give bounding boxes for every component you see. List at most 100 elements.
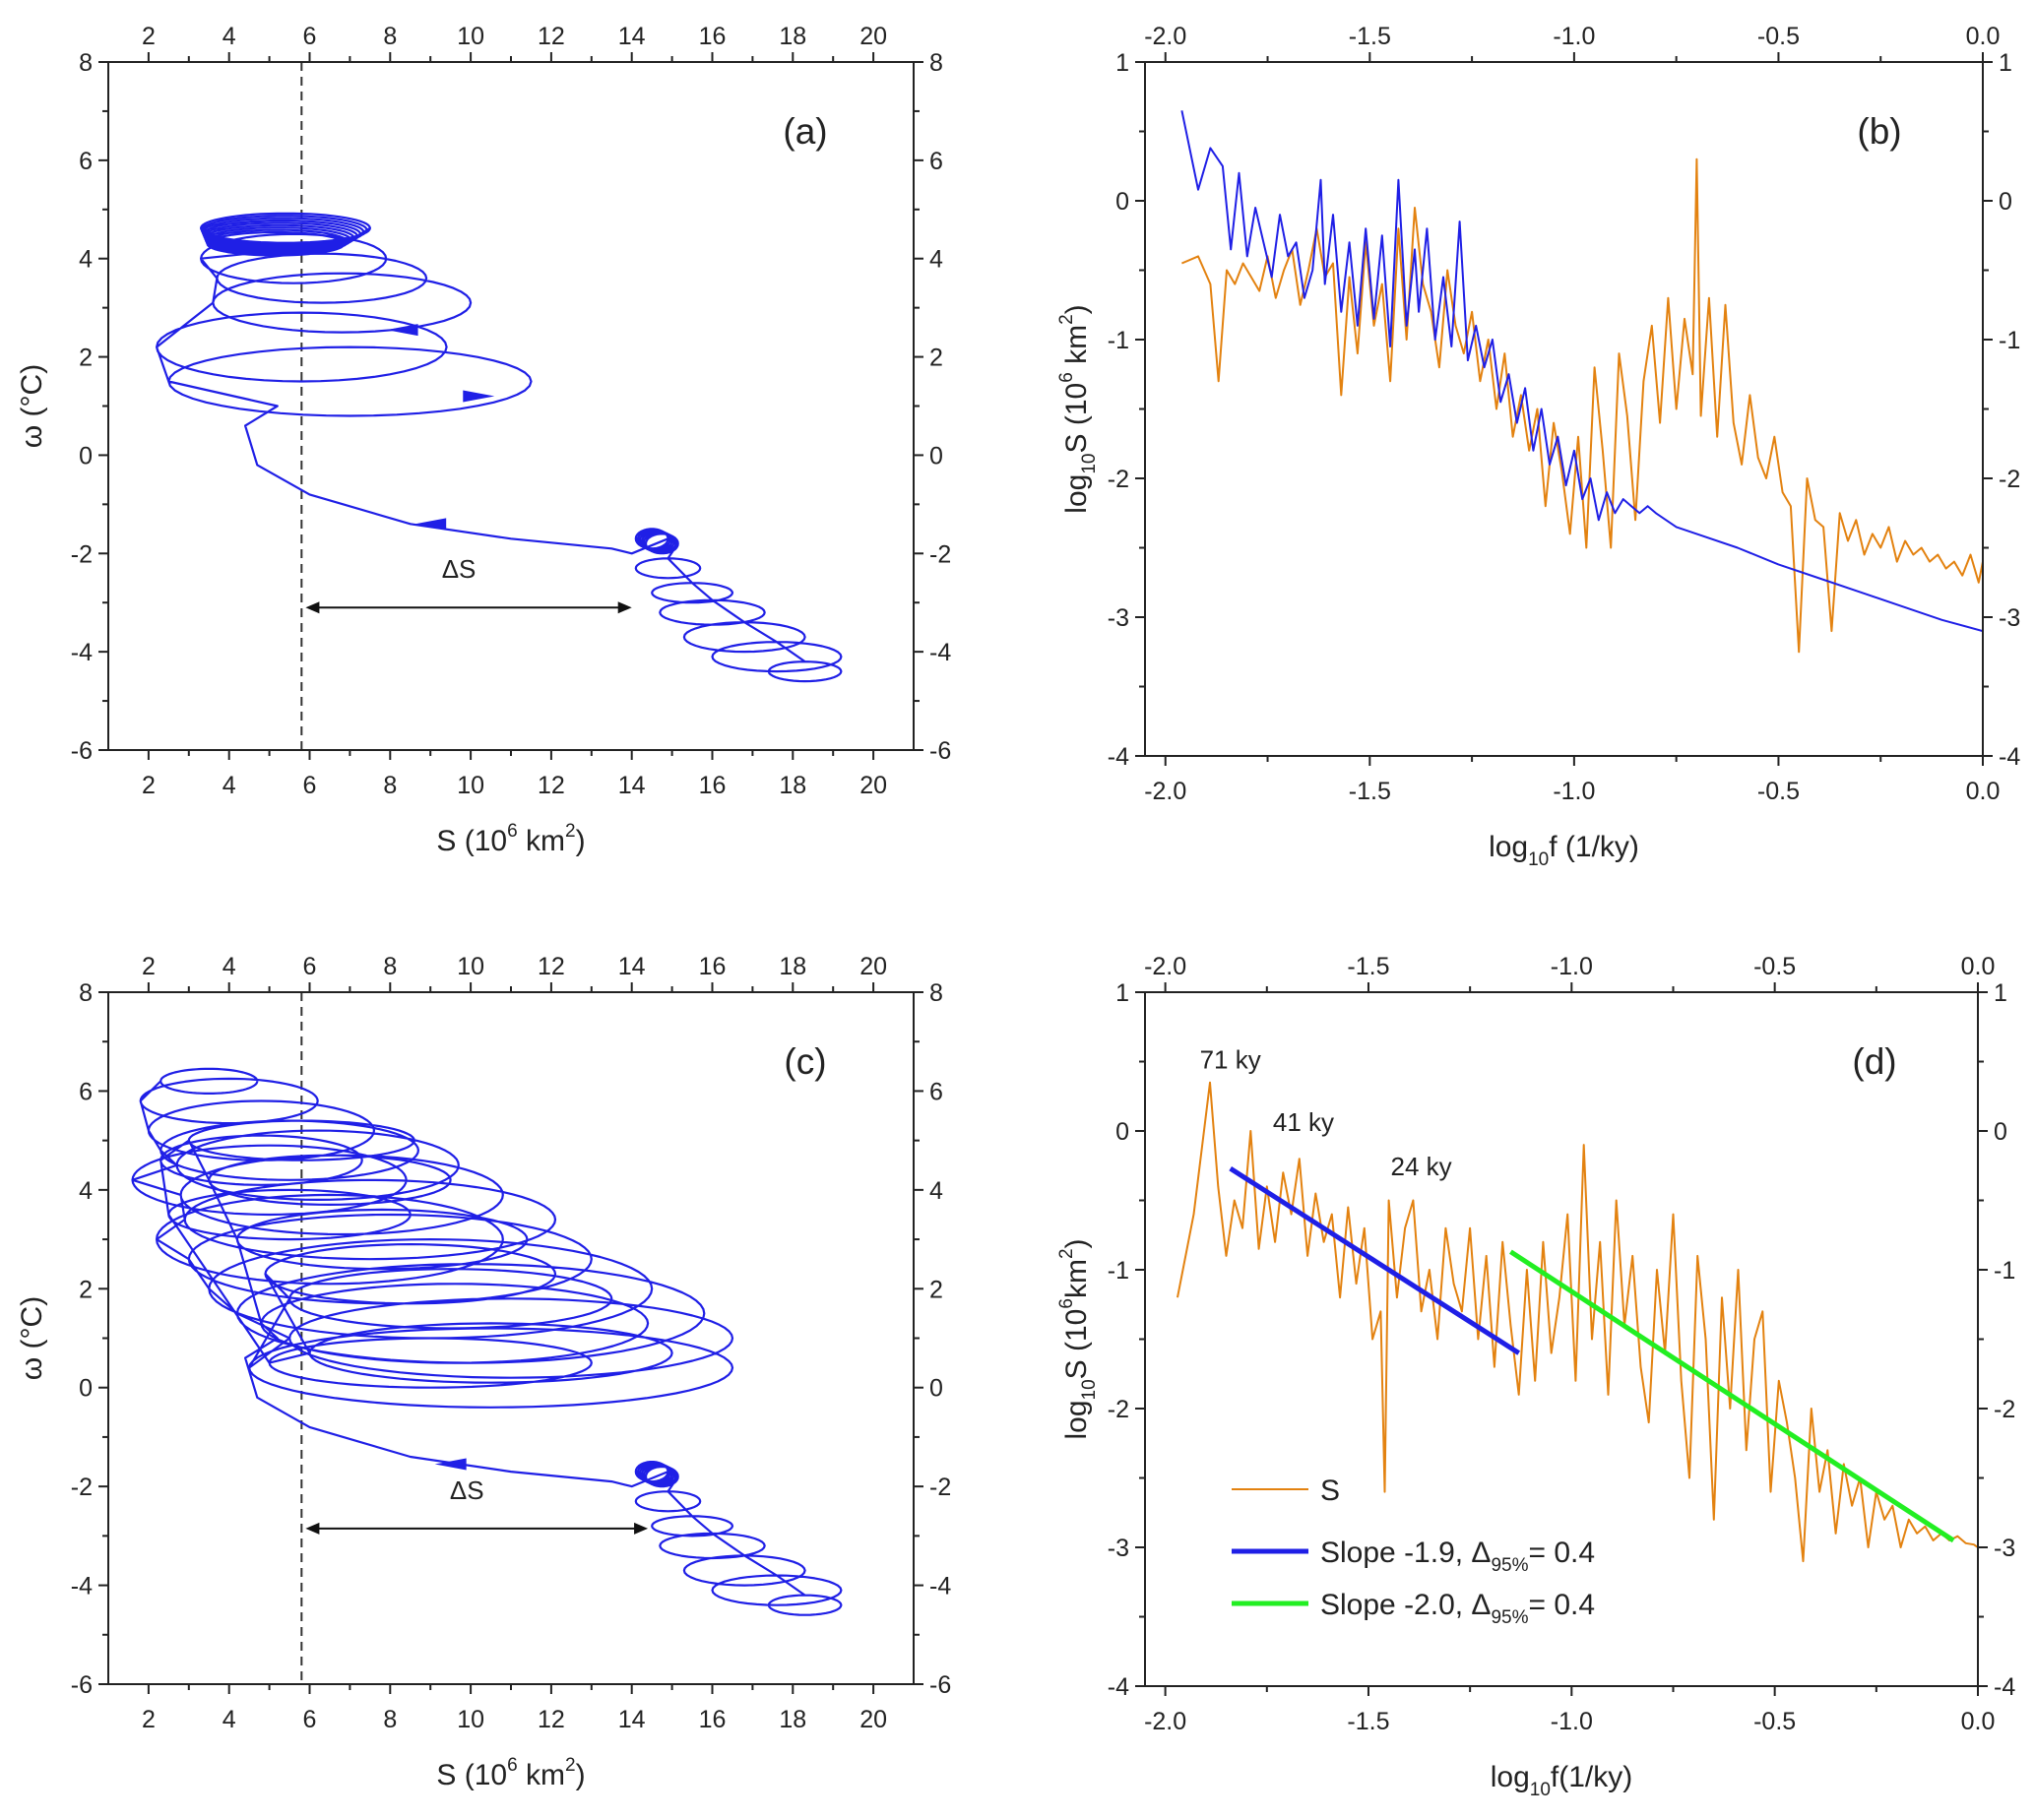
x-tick-label-bottom: 4	[223, 1706, 236, 1733]
y-tick-label-left: -4	[71, 639, 93, 666]
x-tick-label-bottom: 6	[303, 1706, 317, 1733]
y-tick-label-right: -4	[929, 1573, 951, 1600]
x-tick-label-bottom: 12	[538, 772, 565, 799]
y-axis-label: ω (°C)	[16, 1296, 48, 1380]
x-tick-label-bottom: 10	[457, 772, 484, 799]
x-tick-label-top: 8	[383, 953, 397, 980]
y-tick-label-left: 4	[79, 246, 93, 274]
delta-s-arrowhead-right	[617, 601, 632, 614]
y-tick-label-right: 0	[1999, 188, 2012, 216]
delta-s-arrowhead-left	[305, 1522, 320, 1535]
panel-label: (c)	[784, 1041, 826, 1082]
y-tick-label-left: 0	[79, 1375, 93, 1403]
y-tick-label-left: -4	[71, 1573, 93, 1600]
delta-s-arrowhead-left	[305, 601, 320, 614]
y-tick-label-right: 6	[929, 1078, 943, 1105]
direction-arrowhead	[414, 518, 447, 531]
x-tick-label-bottom: 10	[457, 1706, 484, 1733]
x-tick-label-bottom: 16	[699, 772, 727, 799]
panel-label: (a)	[783, 111, 827, 152]
x-tick-label-top: 12	[538, 953, 565, 980]
x-tick-label-bottom: 14	[618, 1706, 646, 1733]
x-tick-label-top: 20	[859, 953, 887, 980]
x-tick-label-top: 16	[699, 953, 727, 980]
x-tick-label-bottom: 0.0	[1966, 778, 2001, 805]
x-tick-label-top: 18	[779, 953, 806, 980]
y-tick-label-right: -4	[929, 639, 951, 666]
y-tick-label-left: -1	[1108, 327, 1129, 354]
x-tick-label-top: 12	[538, 23, 565, 50]
peak-annotation: 71 ky	[1200, 1045, 1261, 1075]
x-tick-label-top: 18	[779, 23, 806, 50]
y-tick-label-left: 2	[79, 1276, 93, 1303]
x-tick-label-bottom: 0.0	[1961, 1708, 1996, 1735]
direction-arrowhead	[463, 390, 495, 403]
y-tick-label-right: -2	[1999, 466, 2020, 493]
y-tick-label-left: 0	[79, 442, 93, 470]
y-axis-label: log10S (106 km2)	[1056, 304, 1100, 513]
y-tick-label-left: 6	[79, 1078, 93, 1105]
y-tick-label-left: 0	[1115, 1118, 1129, 1146]
x-tick-label-bottom: -0.5	[1753, 1708, 1796, 1735]
y-tick-label-left: -2	[1108, 1396, 1129, 1423]
x-tick-label-top: 2	[142, 23, 156, 50]
y-tick-label-right: -1	[1994, 1257, 2015, 1285]
x-tick-label-bottom: 12	[538, 1706, 565, 1733]
plot-frame	[1144, 61, 1984, 757]
y-tick-label-right: 1	[1999, 49, 2012, 77]
y-tick-label-left: -3	[1108, 1535, 1129, 1562]
y-tick-label-left: 8	[79, 49, 93, 77]
x-tick-label-bottom: 6	[303, 772, 317, 799]
x-tick-label-top: 10	[457, 953, 484, 980]
series-slope-2-0-95-0-4	[1509, 1249, 1955, 1543]
y-tick-label-right: 8	[929, 979, 943, 1007]
x-tick-label-top: 14	[618, 23, 646, 50]
y-tick-label-right: -2	[929, 1474, 951, 1501]
x-axis-label: log10f (1/ky)	[1489, 831, 1639, 870]
delta-s-arrowhead-right	[634, 1522, 649, 1535]
x-tick-label-bottom: -0.5	[1757, 778, 1800, 805]
y-tick-label-right: -2	[1994, 1396, 2015, 1423]
y-tick-label-left: 8	[79, 979, 93, 1007]
x-tick-label-top: -1.5	[1349, 23, 1391, 50]
legend-label-slope-2: Slope -2.0, Δ95%= 0.4	[1320, 1589, 1595, 1628]
y-tick-label-left: 6	[79, 148, 93, 175]
x-tick-label-top: -0.5	[1757, 23, 1800, 50]
x-tick-label-top: 0.0	[1966, 23, 2001, 50]
delta-s-label: ΔS	[450, 1475, 484, 1505]
x-tick-label-bottom: 14	[618, 772, 646, 799]
x-tick-label-top: -1.0	[1551, 953, 1593, 980]
x-tick-label-top: 8	[383, 23, 397, 50]
series-group	[1176, 1081, 1978, 1563]
x-tick-label-top: -2.0	[1144, 23, 1186, 50]
peak-annotation: 24 ky	[1391, 1152, 1452, 1181]
x-axis-label: S (106 km2)	[436, 1755, 585, 1791]
x-tick-label-bottom: 18	[779, 772, 806, 799]
y-tick-label-right: -6	[929, 1671, 951, 1699]
panel-label: (d)	[1852, 1041, 1896, 1082]
y-tick-label-left: 1	[1115, 979, 1129, 1007]
y-tick-label-right: -4	[1994, 1673, 2015, 1701]
y-tick-label-left: -6	[71, 737, 93, 765]
x-tick-label-bottom: 18	[779, 1706, 806, 1733]
y-tick-label-left: -4	[1108, 1673, 1129, 1701]
x-axis-label: S (106 km2)	[436, 821, 585, 857]
x-tick-label-bottom: -1.5	[1347, 1708, 1389, 1735]
x-tick-label-top: 0.0	[1961, 953, 1996, 980]
y-tick-label-left: -3	[1108, 604, 1129, 632]
y-axis-label: log10S (106km2)	[1056, 1238, 1100, 1439]
x-tick-label-bottom: -2.0	[1144, 778, 1186, 805]
y-tick-label-right: -3	[1994, 1535, 2015, 1562]
y-axis-label: ω (°C)	[16, 364, 48, 448]
y-tick-label-right: 2	[929, 1276, 943, 1303]
y-tick-label-right: 8	[929, 49, 943, 77]
series-group	[1180, 110, 1983, 654]
x-tick-label-top: -1.0	[1553, 23, 1595, 50]
x-axis-label: log10f(1/ky)	[1491, 1761, 1633, 1800]
direction-arrowhead	[386, 324, 418, 337]
y-tick-label-left: -2	[71, 540, 93, 568]
y-tick-label-right: 2	[929, 345, 943, 372]
x-tick-label-top: 6	[303, 953, 317, 980]
x-tick-label-top: 20	[859, 23, 887, 50]
y-tick-label-left: -2	[1108, 466, 1129, 493]
